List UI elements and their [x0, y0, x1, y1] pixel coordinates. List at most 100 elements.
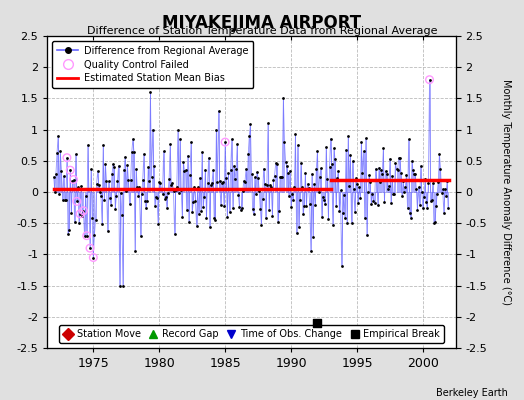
- Point: [361, 215, 369, 222]
- Point: [86, 245, 94, 251]
- Point: [146, 89, 155, 95]
- Point: [365, 172, 373, 178]
- Point: [341, 215, 349, 222]
- Point: [144, 164, 152, 170]
- Point: [432, 203, 440, 209]
- Point: [64, 231, 72, 238]
- Point: [66, 167, 74, 173]
- Point: [307, 248, 315, 254]
- Point: [390, 191, 399, 197]
- Point: [233, 141, 242, 147]
- Point: [234, 192, 243, 198]
- Point: [63, 154, 71, 161]
- Point: [85, 186, 93, 192]
- Point: [89, 254, 97, 261]
- Point: [263, 182, 271, 188]
- Point: [312, 166, 321, 172]
- Point: [378, 171, 387, 177]
- Point: [414, 184, 423, 190]
- Point: [220, 203, 228, 209]
- Point: [372, 166, 380, 172]
- Point: [69, 176, 78, 183]
- Point: [134, 193, 143, 199]
- Point: [427, 198, 435, 204]
- Point: [88, 215, 96, 221]
- Point: [63, 154, 71, 161]
- Point: [294, 224, 303, 230]
- Point: [275, 208, 283, 214]
- Point: [61, 197, 69, 203]
- Point: [165, 176, 173, 182]
- Point: [188, 209, 196, 216]
- Point: [440, 210, 448, 216]
- Point: [69, 176, 78, 183]
- Point: [374, 202, 382, 208]
- Point: [245, 133, 254, 139]
- Point: [244, 151, 253, 158]
- Point: [332, 202, 340, 209]
- Point: [191, 198, 200, 204]
- Point: [401, 183, 410, 190]
- Point: [255, 188, 264, 194]
- Point: [241, 179, 249, 186]
- Point: [168, 180, 177, 186]
- Point: [172, 184, 181, 191]
- Point: [182, 207, 191, 214]
- Point: [392, 166, 401, 172]
- Point: [353, 181, 361, 187]
- Point: [152, 194, 160, 200]
- Y-axis label: Monthly Temperature Anomaly Difference (°C): Monthly Temperature Anomaly Difference (…: [501, 79, 511, 305]
- Point: [433, 191, 441, 197]
- Point: [418, 189, 426, 196]
- Point: [127, 149, 136, 156]
- Point: [369, 197, 378, 204]
- Point: [334, 167, 343, 174]
- Point: [411, 171, 419, 177]
- Point: [249, 211, 258, 218]
- Point: [442, 192, 450, 199]
- Point: [247, 171, 256, 177]
- Point: [59, 173, 68, 179]
- Point: [305, 201, 314, 208]
- Point: [125, 201, 134, 207]
- Point: [279, 94, 288, 101]
- Point: [239, 178, 248, 184]
- Point: [179, 158, 188, 165]
- Point: [283, 170, 292, 177]
- Point: [318, 214, 326, 220]
- Point: [235, 204, 244, 210]
- Point: [112, 193, 121, 200]
- Point: [357, 139, 366, 145]
- Point: [355, 184, 363, 190]
- Point: [265, 207, 274, 213]
- Point: [423, 205, 431, 212]
- Point: [214, 108, 223, 114]
- Point: [208, 180, 216, 186]
- Point: [210, 215, 219, 222]
- Point: [399, 178, 407, 184]
- Point: [340, 192, 348, 198]
- Point: [190, 183, 199, 190]
- Point: [286, 168, 294, 174]
- Point: [226, 167, 235, 174]
- Point: [95, 182, 103, 188]
- Point: [177, 186, 185, 193]
- Point: [301, 170, 310, 176]
- Point: [281, 159, 290, 165]
- Point: [136, 233, 145, 239]
- Point: [228, 205, 237, 212]
- Point: [344, 133, 353, 139]
- Point: [111, 206, 119, 212]
- Point: [278, 174, 287, 180]
- Point: [181, 167, 190, 173]
- Point: [113, 178, 122, 184]
- Point: [431, 219, 439, 226]
- Point: [212, 126, 221, 133]
- Point: [98, 221, 106, 227]
- Point: [256, 206, 265, 212]
- Point: [383, 171, 391, 178]
- Point: [363, 232, 371, 238]
- Point: [121, 154, 129, 160]
- Point: [398, 193, 406, 200]
- Point: [92, 181, 101, 188]
